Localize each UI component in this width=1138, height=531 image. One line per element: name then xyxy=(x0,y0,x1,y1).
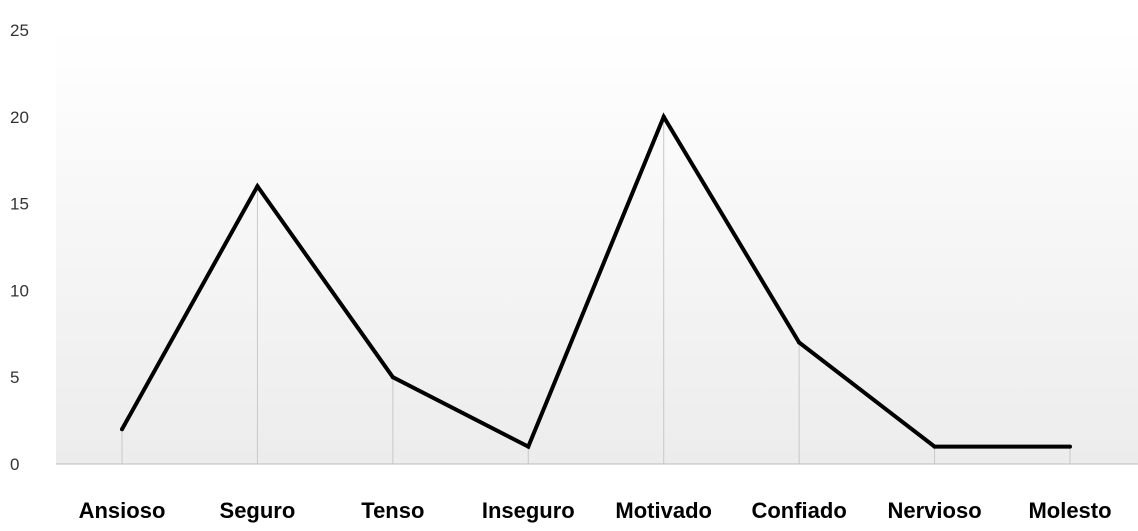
y-tick-label: 0 xyxy=(10,455,19,474)
x-tick-label: Confiado xyxy=(751,498,846,523)
y-tick-label: 25 xyxy=(10,21,29,40)
y-axis-tick-labels: 0 5 10 15 20 25 xyxy=(10,21,29,474)
x-tick-label: Inseguro xyxy=(482,498,575,523)
y-tick-label: 20 xyxy=(10,108,29,127)
data-point xyxy=(390,375,395,380)
y-tick-label: 5 xyxy=(10,368,19,387)
plot-area-background xyxy=(56,30,1138,464)
data-point xyxy=(797,340,802,345)
x-tick-label: Ansioso xyxy=(79,498,166,523)
x-tick-label: Motivado xyxy=(615,498,712,523)
data-point xyxy=(1068,444,1072,449)
x-tick-label: Molesto xyxy=(1028,498,1111,523)
x-tick-label: Nervioso xyxy=(887,498,981,523)
data-point xyxy=(932,444,937,449)
y-tick-label: 10 xyxy=(10,281,29,300)
series-lines xyxy=(120,112,1072,450)
y-tick-label: 15 xyxy=(10,195,29,214)
data-point xyxy=(255,184,260,189)
data-point xyxy=(661,114,666,119)
data-point xyxy=(120,427,124,432)
x-tick-label: Seguro xyxy=(220,498,296,523)
data-point xyxy=(526,444,531,449)
x-axis-tick-labels: Ansioso Seguro Tenso Inseguro Motivado Confia… xyxy=(79,498,1112,523)
series-line xyxy=(120,112,1070,450)
x-tick-label: Tenso xyxy=(361,498,424,523)
gridlines xyxy=(121,116,1071,464)
